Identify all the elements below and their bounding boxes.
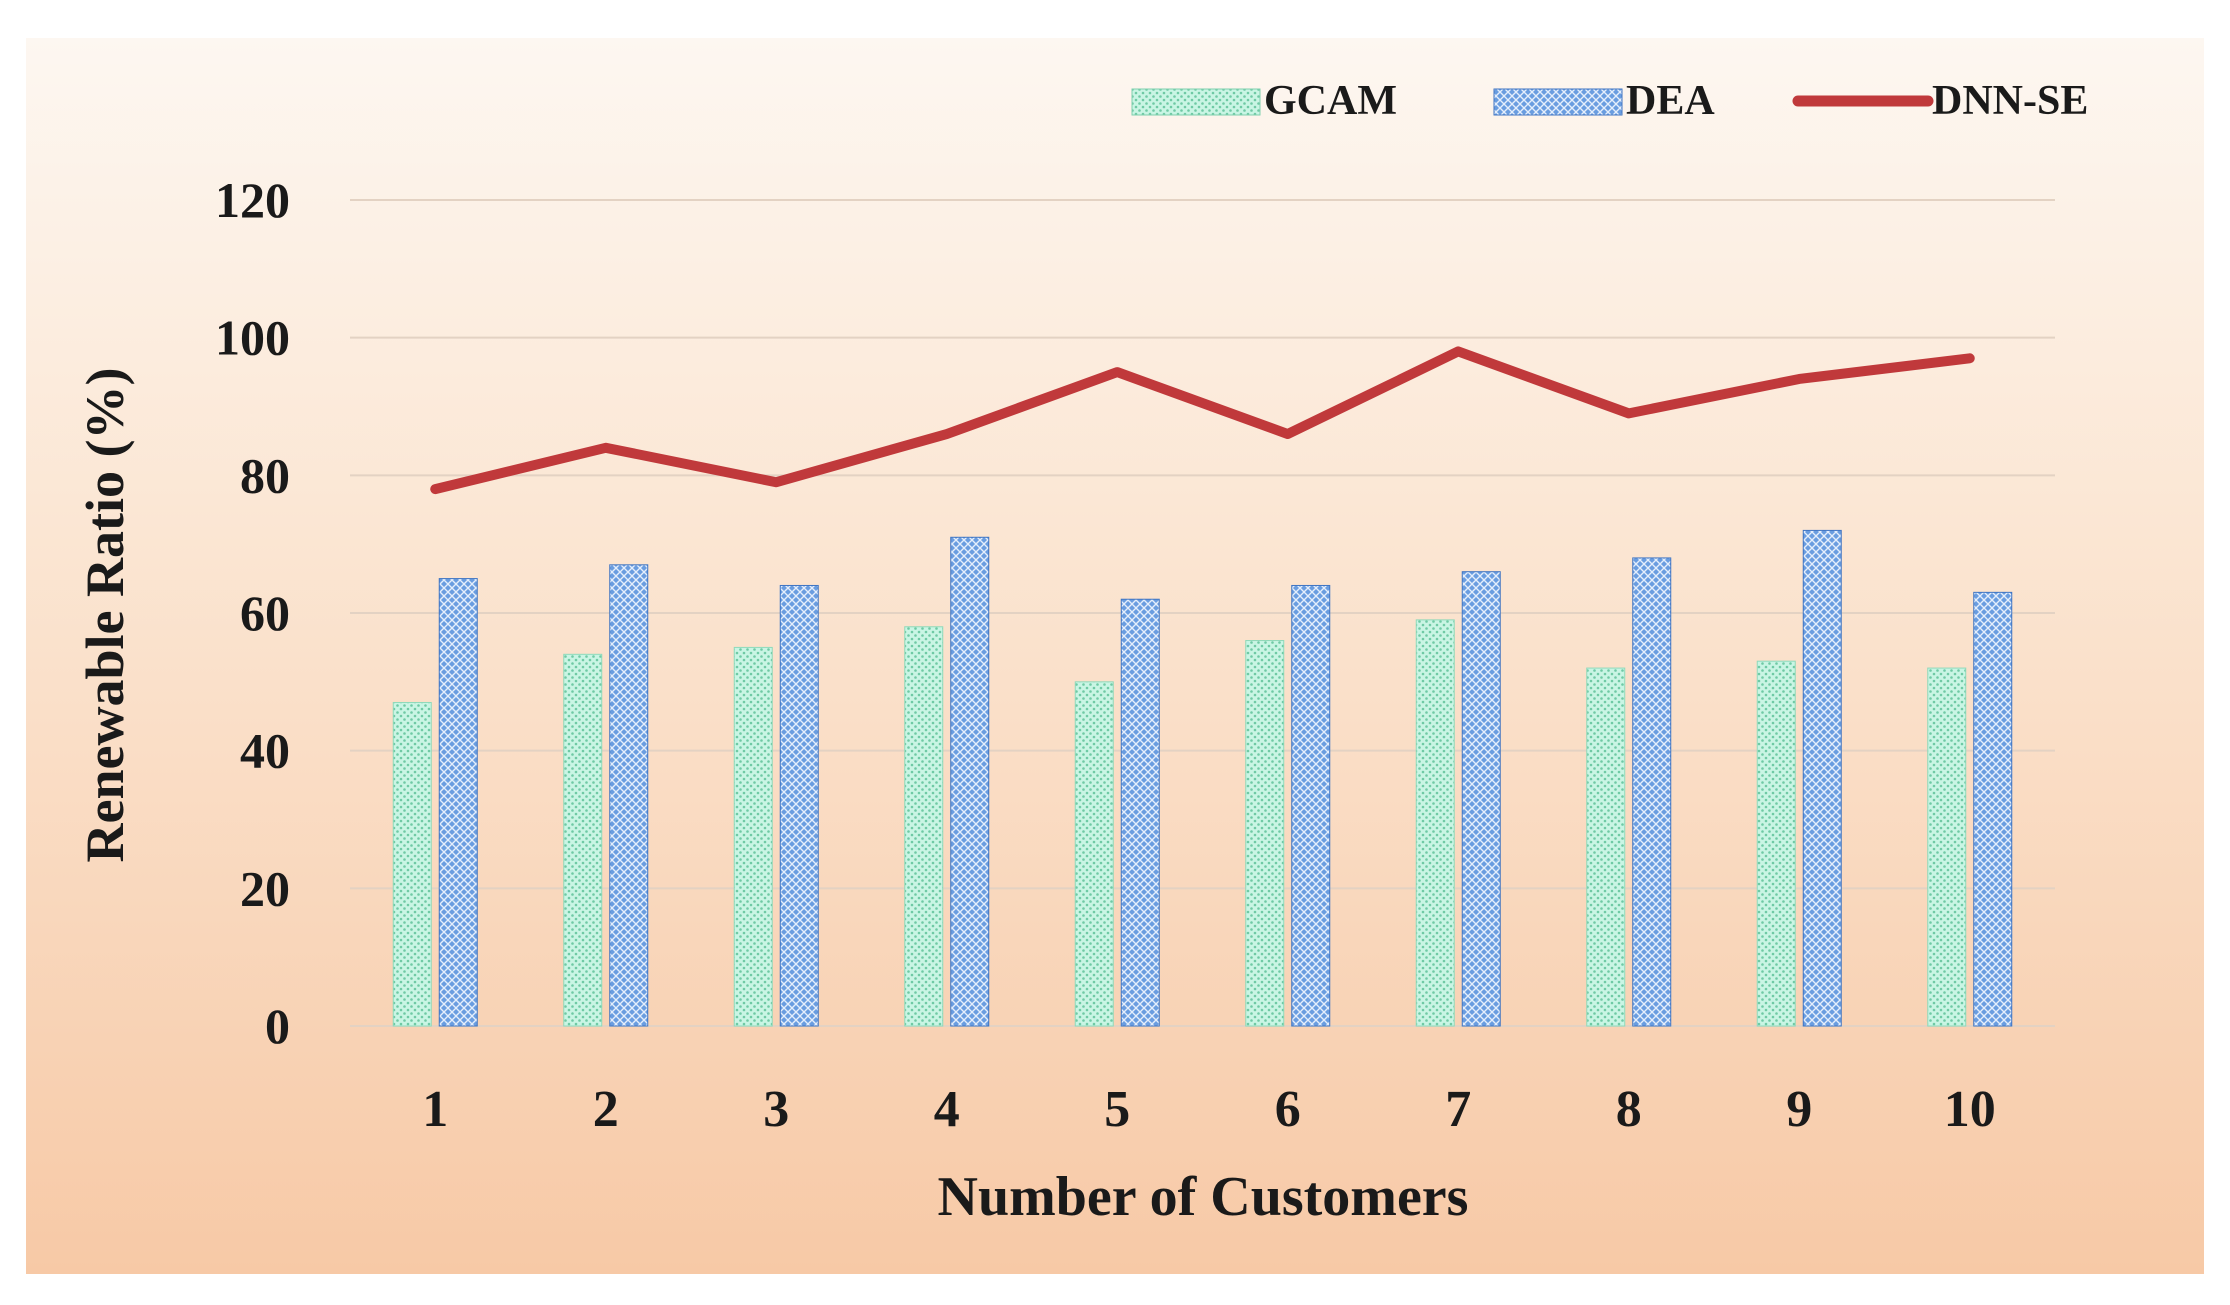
x-tick-label-7: 7 <box>1445 1081 1471 1138</box>
x-tick-label-2: 2 <box>593 1081 619 1138</box>
x-tick-label-6: 6 <box>1275 1081 1301 1138</box>
y-tick-label-20: 20 <box>240 860 290 916</box>
bar-gcam-9 <box>1756 660 1796 1027</box>
bar-dea-4 <box>950 536 990 1027</box>
line-dnn-se <box>430 346 1975 495</box>
x-axis-label: Number of Customers <box>938 1166 1469 1228</box>
point-dnn-se-5 <box>1115 370 1120 375</box>
y-tick-label-100: 100 <box>215 310 290 366</box>
bar-dea-7 <box>1461 571 1501 1027</box>
point-dnn-se-1 <box>433 487 438 492</box>
legend: GCAM DEA DNN-SE <box>1131 78 2088 124</box>
point-dnn-se-2 <box>603 445 608 450</box>
legend-label-dnn-se: DNN-SE <box>1932 78 2088 124</box>
bar-gcam-2 <box>563 653 603 1027</box>
y-axis-label: Renewable Ratio (%) <box>75 368 135 863</box>
bar-gcam-6 <box>1245 640 1285 1027</box>
point-dnn-se-9 <box>1797 376 1802 381</box>
point-dnn-se-4 <box>944 432 949 437</box>
bar-dea-3 <box>779 584 819 1027</box>
x-tick-label-10: 10 <box>1944 1081 1996 1138</box>
legend-label-gcam: GCAM <box>1264 78 1397 124</box>
x-tick-label-4: 4 <box>934 1081 960 1138</box>
bar-gcam-1 <box>392 701 432 1027</box>
legend-label-dea: DEA <box>1626 78 1715 124</box>
point-dnn-se-6 <box>1285 432 1290 437</box>
bar-gcam-8 <box>1586 667 1626 1027</box>
point-dnn-se-7 <box>1456 349 1461 354</box>
x-tick-label-8: 8 <box>1616 1081 1642 1138</box>
bar-gcam-3 <box>733 646 773 1027</box>
y-tick-label-80: 80 <box>240 447 290 503</box>
bar-gcam-4 <box>904 626 944 1027</box>
y-tick-label-0: 0 <box>265 998 290 1054</box>
point-dnn-se-8 <box>1626 411 1631 416</box>
legend-swatch-dea <box>1493 88 1623 116</box>
legend-swatch-gcam <box>1131 88 1261 116</box>
x-tick-label-5: 5 <box>1104 1081 1130 1138</box>
point-dnn-se-10 <box>1967 356 1972 361</box>
point-dnn-se-3 <box>774 480 779 485</box>
bar-dea-8 <box>1632 557 1672 1027</box>
bar-dea-1 <box>438 578 478 1027</box>
x-tick-label-9: 9 <box>1786 1081 1812 1138</box>
bar-dea-6 <box>1291 584 1331 1027</box>
y-tick-label-60: 60 <box>240 585 290 641</box>
y-tick-label-120: 120 <box>215 172 290 228</box>
bar-dea-2 <box>609 564 649 1027</box>
bar-dea-10 <box>1973 591 2013 1027</box>
x-tick-label-3: 3 <box>763 1081 789 1138</box>
bar-dea-9 <box>1802 529 1842 1027</box>
x-tick-label-1: 1 <box>422 1081 448 1138</box>
y-tick-label-40: 40 <box>240 723 290 779</box>
bar-gcam-10 <box>1927 667 1967 1027</box>
bar-gcam-7 <box>1415 619 1455 1027</box>
bar-gcam-5 <box>1074 681 1114 1027</box>
bar-dea-5 <box>1120 598 1160 1027</box>
